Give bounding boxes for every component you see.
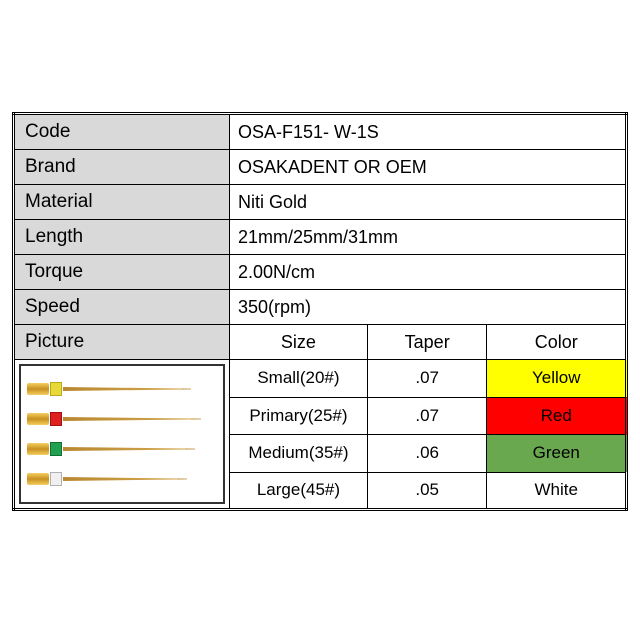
spec-value: 350(rpm) — [230, 290, 627, 325]
table-row: Length 21mm/25mm/31mm — [14, 220, 627, 255]
size-cell: Primary(25#) — [230, 397, 368, 435]
picture-cell — [14, 360, 230, 510]
color-cell: Yellow — [487, 360, 627, 398]
taper-cell: .07 — [367, 397, 487, 435]
col-header-color: Color — [487, 325, 627, 360]
taper-cell: .06 — [367, 435, 487, 473]
spec-label: Speed — [14, 290, 230, 325]
file-icon — [27, 408, 217, 430]
color-cell: Green — [487, 435, 627, 473]
spec-value: OSAKADENT OR OEM — [230, 150, 627, 185]
table-row: Speed 350(rpm) — [14, 290, 627, 325]
spec-label: Length — [14, 220, 230, 255]
col-header-taper: Taper — [367, 325, 487, 360]
spec-value: OSA-F151- W-1S — [230, 114, 627, 150]
color-cell: Red — [487, 397, 627, 435]
file-icon — [27, 378, 217, 400]
taper-cell: .05 — [367, 472, 487, 510]
spec-table: Code OSA-F151- W-1S Brand OSAKADENT OR O… — [12, 112, 628, 511]
spec-value: 2.00N/cm — [230, 255, 627, 290]
taper-cell: .07 — [367, 360, 487, 398]
spec-label: Material — [14, 185, 230, 220]
picture-label: Picture — [14, 325, 230, 360]
files-illustration — [19, 364, 225, 504]
file-icon — [27, 438, 217, 460]
table-row: Small(20#) .07 Yellow — [14, 360, 627, 398]
table-row: Material Niti Gold — [14, 185, 627, 220]
size-cell: Large(45#) — [230, 472, 368, 510]
spec-label: Torque — [14, 255, 230, 290]
spec-value: 21mm/25mm/31mm — [230, 220, 627, 255]
file-icon — [27, 468, 217, 490]
spec-label: Code — [14, 114, 230, 150]
table-row: Picture Size Taper Color — [14, 325, 627, 360]
table-row: Torque 2.00N/cm — [14, 255, 627, 290]
table-row: Code OSA-F151- W-1S — [14, 114, 627, 150]
color-cell: White — [487, 472, 627, 510]
size-cell: Small(20#) — [230, 360, 368, 398]
size-cell: Medium(35#) — [230, 435, 368, 473]
col-header-size: Size — [230, 325, 368, 360]
table-row: Brand OSAKADENT OR OEM — [14, 150, 627, 185]
spec-label: Brand — [14, 150, 230, 185]
spec-value: Niti Gold — [230, 185, 627, 220]
